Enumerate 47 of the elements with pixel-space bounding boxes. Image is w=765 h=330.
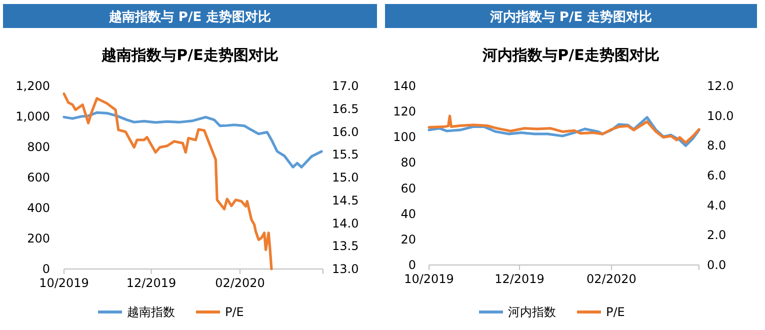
y-tick-label: 80 (400, 156, 416, 170)
x-tick-label: 02/2020 (215, 276, 265, 290)
legend-label: P/E (225, 305, 244, 319)
y2-tick-label: 17.0 (332, 79, 359, 93)
y2-tick-label: 14.5 (332, 193, 359, 208)
chart-title: 河内指数与 P/E 走势图对比 (488, 9, 652, 25)
y-tick-label: 60 (400, 181, 416, 196)
chart-subtitle: 河内指数与P/E走势图对比 (482, 46, 660, 64)
y-tick-label: 20 (400, 232, 416, 246)
y-tick-label: 140 (393, 79, 416, 93)
y-tick-label: 40 (400, 206, 416, 221)
y-tick-label: 200 (27, 232, 50, 246)
y2-tick-label: 12.0 (707, 79, 734, 93)
y-tick-label: 600 (27, 170, 50, 184)
chart-subtitle: 越南指数与P/E走势图对比 (100, 46, 278, 64)
y2-tick-label: 8.0 (707, 138, 726, 153)
legend-label: P/E (606, 305, 625, 319)
y2-tick-label: 6.0 (707, 168, 726, 182)
y2-tick-label: 14.0 (332, 216, 359, 230)
y2-tick-label: 13.0 (332, 262, 359, 276)
x-tick-label: 12/2019 (126, 276, 176, 290)
x-tick-label: 02/2020 (586, 272, 636, 286)
y-tick-label: 1,000 (16, 110, 50, 124)
y2-tick-label: 10.0 (707, 108, 734, 123)
y-tick-label: 1,200 (16, 79, 50, 93)
line-series (62, 111, 323, 168)
y2-tick-label: 2.0 (707, 228, 726, 242)
y-tick-label: 120 (393, 104, 416, 119)
legend-label: 越南指数 (127, 305, 175, 319)
y-tick-label: 100 (393, 130, 416, 144)
y2-tick-label: 15.5 (332, 148, 359, 162)
chart-title: 越南指数与 P/E 走势图对比 (108, 9, 272, 25)
y2-tick-label: 4.0 (707, 198, 726, 212)
y-tick-label: 0 (42, 262, 50, 276)
y2-tick-label: 16.5 (332, 102, 359, 116)
y2-tick-label: 13.5 (332, 239, 359, 254)
y-tick-label: 0 (408, 258, 416, 272)
y2-tick-label: 0.0 (707, 258, 726, 272)
line-series (62, 92, 273, 270)
y2-tick-label: 15.0 (332, 170, 359, 184)
legend-label: 河内指数 (508, 305, 556, 319)
x-tick-label: 10/2019 (404, 272, 454, 286)
x-tick-label: 10/2019 (39, 276, 89, 290)
y2-tick-label: 16.0 (332, 124, 359, 139)
y-tick-label: 800 (27, 140, 50, 154)
y-tick-label: 400 (27, 201, 50, 215)
x-tick-label: 12/2019 (494, 272, 544, 286)
